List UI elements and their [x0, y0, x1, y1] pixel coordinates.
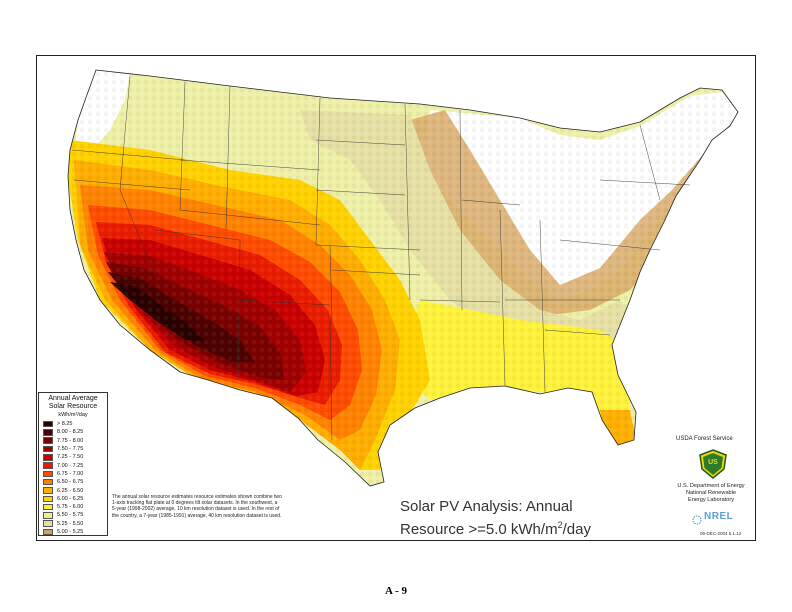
- legend-label: 6.50 - 6.75: [57, 479, 84, 486]
- legend-label: 7.50 - 7.75: [57, 446, 84, 453]
- legend-swatch: [43, 429, 53, 436]
- doe-line2: National Renewable: [685, 489, 737, 496]
- doe-line3: Energy Laboratory: [687, 496, 735, 503]
- legend-swatch: [43, 445, 53, 453]
- us-outline: [67, 69, 739, 487]
- legend-row: 7.50 - 7.75: [39, 445, 107, 453]
- legend: Annual Average Solar Resource kWh/m²/day…: [38, 392, 108, 536]
- legend-label: 7.00 - 7.25: [57, 462, 84, 469]
- legend-label: 5.00 - 5.25: [57, 529, 84, 535]
- legend-rows: > 8.25 8.00 - 8.25 7.75 - 8.00 7.50 - 7.75 7…: [39, 420, 107, 536]
- legend-row: 6.50 - 6.75: [39, 478, 107, 486]
- resource-zones: [68, 70, 738, 486]
- state-boundaries: [71, 75, 691, 441]
- date-stamp: 06-DEC-2004 5.1.12: [700, 531, 742, 536]
- legend-title-line2: Solar Resource: [48, 403, 98, 410]
- legend-swatch: [43, 470, 53, 478]
- legend-label: 8.00 - 8.25: [57, 429, 84, 436]
- legend-row: 5.75 - 6.00: [39, 503, 107, 511]
- legend-row: 6.00 - 6.25: [39, 495, 107, 503]
- map-title-line2-suffix: /day: [562, 521, 591, 538]
- data-source-note: The annual solar resource estimates reso…: [112, 494, 282, 519]
- legend-row: 6.25 - 6.50: [39, 486, 107, 494]
- usfs-label: USDA Forest Service: [676, 436, 733, 442]
- nrel-logo-icon: [692, 515, 702, 525]
- legend-label: 7.75 - 8.00: [57, 437, 84, 444]
- usfs-shield-icon: US: [699, 449, 727, 479]
- doe-nrel-credit: U.S. Department of Energy National Renew…: [668, 483, 754, 503]
- legend-label: 5.50 - 5.75: [57, 512, 84, 519]
- legend-row: 7.00 - 7.25: [39, 461, 107, 469]
- legend-swatch: [43, 437, 53, 444]
- legend-unit: kWh/m²/day: [58, 412, 88, 418]
- legend-label: 6.25 - 6.50: [57, 487, 84, 494]
- nrel-logo: NREL: [704, 511, 734, 522]
- legend-swatch: [43, 503, 53, 511]
- legend-swatch: [43, 420, 53, 428]
- legend-swatch: [43, 487, 53, 494]
- legend-label: 6.00 - 6.25: [57, 495, 84, 502]
- legend-swatch: [43, 495, 53, 503]
- texture-overlay: [68, 70, 738, 486]
- usfs-badge-text: US: [708, 459, 718, 466]
- legend-row: 5.25 - 5.50: [39, 520, 107, 528]
- legend-row: 5.50 - 5.75: [39, 511, 107, 519]
- legend-title-line1: Annual Average: [48, 395, 98, 402]
- legend-label: 7.25 - 7.50: [57, 454, 84, 461]
- legend-label: 5.75 - 6.00: [57, 504, 84, 511]
- map-title-line2-prefix: Resource >=5.0 kWh/m: [400, 521, 558, 538]
- legend-swatch: [43, 528, 53, 536]
- legend-swatch: [43, 512, 53, 519]
- page-number: A - 9: [385, 585, 407, 597]
- legend-swatch: [43, 520, 53, 527]
- map-title: Solar PV Analysis: Annual Resource >=5.0…: [400, 497, 591, 539]
- legend-row: 6.75 - 7.00: [39, 470, 107, 478]
- legend-title: Annual Average Solar Resource: [39, 395, 107, 411]
- map-title-line2-sup: 2: [557, 520, 563, 530]
- legend-row: > 8.25: [39, 420, 107, 428]
- legend-row: 8.00 - 8.25: [39, 428, 107, 436]
- legend-row: 5.00 - 5.25: [39, 528, 107, 536]
- legend-swatch: [43, 454, 53, 461]
- doe-line1: U.S. Department of Energy: [677, 483, 745, 489]
- legend-swatch: [43, 478, 53, 486]
- legend-label: 5.25 - 5.50: [57, 520, 84, 527]
- legend-swatch: [43, 462, 53, 469]
- legend-row: 7.25 - 7.50: [39, 453, 107, 461]
- legend-label: > 8.25: [57, 421, 73, 428]
- map-title-line1: Solar PV Analysis: Annual: [400, 498, 573, 515]
- map-title-line2: Resource >=5.0 kWh/m2/day: [400, 516, 591, 539]
- legend-label: 6.75 - 7.00: [57, 470, 84, 477]
- legend-row: 7.75 - 8.00: [39, 437, 107, 445]
